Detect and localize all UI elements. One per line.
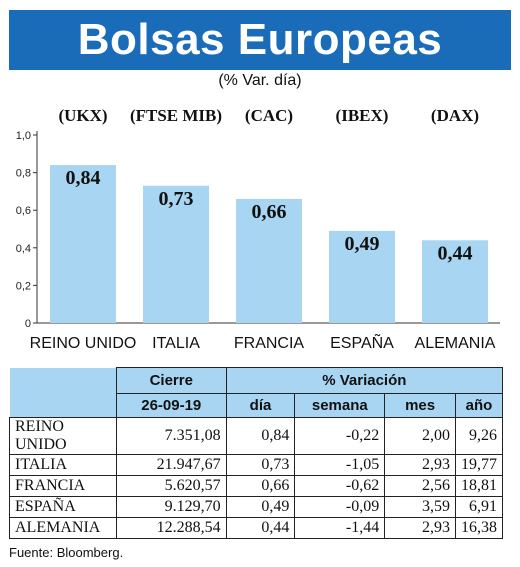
table-row: ALEMANIA 12.288,54 0,44 -1,44 2,93 16,38 — [9, 517, 504, 539]
index-code-label: (CAC) — [245, 106, 293, 125]
table-row: REINO UNIDO 7.351,08 0,84 -0,22 2,00 9,26 — [9, 417, 504, 455]
chart-subtitle: (% Var. día) — [218, 72, 302, 89]
index-code-label: (IBEX) — [336, 106, 389, 125]
bar — [236, 198, 302, 323]
cell-dia: 0,44 — [225, 517, 296, 539]
cell-semana: -0,09 — [294, 496, 386, 518]
cell-semana: -0,22 — [294, 417, 386, 455]
cell-cierre: 12.288,54 — [115, 517, 227, 539]
index-code-label: (UKX) — [58, 106, 107, 125]
y-tick-label: 0,2 — [16, 280, 31, 292]
x-category-label: ESPAÑA — [330, 332, 394, 352]
title-bar: Bolsas Europeas — [9, 10, 511, 70]
page-title: Bolsas Europeas — [77, 15, 443, 64]
cell-name: REINO UNIDO — [9, 417, 117, 455]
cell-mes: 2,56 — [384, 475, 456, 497]
table-row: ESPAÑA 9.129,70 0,49 -0,09 3,59 6,91 — [9, 496, 504, 518]
y-tick-label: 0 — [25, 318, 31, 330]
bar-value-label: 0,66 — [252, 201, 287, 223]
cell-ano: 16,38 — [454, 517, 504, 539]
index-code-label: (FTSE MIB) — [130, 106, 222, 125]
cell-mes: 3,59 — [384, 496, 456, 518]
table-row: ITALIA 21.947,67 0,73 -1,05 2,93 19,77 — [9, 454, 504, 476]
cell-ano: 9,26 — [454, 417, 504, 455]
cell-dia: 0,66 — [225, 475, 296, 497]
header-dia: día — [225, 393, 296, 418]
table-corner — [9, 367, 117, 418]
cell-cierre: 21.947,67 — [115, 454, 227, 476]
header-variacion: % Variación — [225, 367, 504, 394]
cell-semana: -0,62 — [294, 475, 386, 497]
cell-dia: 0,73 — [225, 454, 296, 476]
cell-name: ITALIA — [9, 454, 117, 476]
y-tick-label: 0,6 — [16, 205, 31, 217]
table-row: FRANCIA 5.620,57 0,66 -0,62 2,56 18,81 — [9, 475, 504, 497]
bar-value-label: 0,73 — [159, 188, 194, 210]
x-category-label: FRANCIA — [234, 335, 305, 352]
cell-mes: 2,00 — [384, 417, 456, 455]
header-date: 26-09-19 — [115, 393, 227, 418]
index-code-label: (DAX) — [431, 106, 479, 125]
header-mes: mes — [384, 393, 456, 418]
cell-mes: 2,93 — [384, 517, 456, 539]
cell-ano: 18,81 — [454, 475, 504, 497]
x-category-label: REINO UNIDO — [30, 335, 137, 352]
source-note: Fuente: Bloomberg. — [9, 545, 124, 560]
cell-semana: -1,44 — [294, 517, 386, 539]
table-body: REINO UNIDO 7.351,08 0,84 -0,22 2,00 9,26 ITAL… — [9, 417, 504, 539]
header-ano: año — [454, 393, 504, 418]
bar — [422, 240, 488, 323]
cell-name: ALEMANIA — [9, 517, 117, 539]
cell-cierre: 7.351,08 — [115, 417, 227, 455]
cell-ano: 19,77 — [454, 454, 504, 476]
bar — [143, 185, 209, 323]
y-tick-label: 0,8 — [16, 168, 31, 180]
bar-chart: 0 0,2 0,4 0,6 0,8 1,0 0,84 (UKX) REINO UNIDO 0,7… — [16, 106, 500, 352]
y-tick-label: 0,4 — [16, 243, 31, 255]
cell-dia: 0,49 — [225, 496, 296, 518]
bar — [50, 165, 116, 323]
cell-cierre: 5.620,57 — [115, 475, 227, 497]
cell-mes: 2,93 — [384, 454, 456, 476]
bar-value-label: 0,49 — [345, 233, 380, 255]
header-semana: semana — [294, 393, 386, 418]
cell-ano: 6,91 — [454, 496, 504, 518]
cell-cierre: 9.129,70 — [115, 496, 227, 518]
y-tick-label: 1,0 — [16, 130, 31, 142]
cell-semana: -1,05 — [294, 454, 386, 476]
x-category-label: ITALIA — [152, 335, 200, 352]
x-category-label: ALEMANIA — [415, 335, 496, 352]
bar — [329, 230, 395, 323]
bar-value-label: 0,84 — [66, 167, 101, 189]
bar-value-label: 0,44 — [438, 242, 473, 264]
data-table: Cierre % Variación 26-09-19 día semana m… — [9, 367, 504, 539]
cell-name: FRANCIA — [9, 475, 117, 497]
cell-name: ESPAÑA — [9, 496, 117, 518]
bars-group: 0,84 (UKX) REINO UNIDO 0,73 (FTSE MIB) ITALIA… — [30, 106, 496, 352]
cell-dia: 0,84 — [225, 417, 296, 455]
header-cierre: Cierre — [115, 367, 227, 394]
